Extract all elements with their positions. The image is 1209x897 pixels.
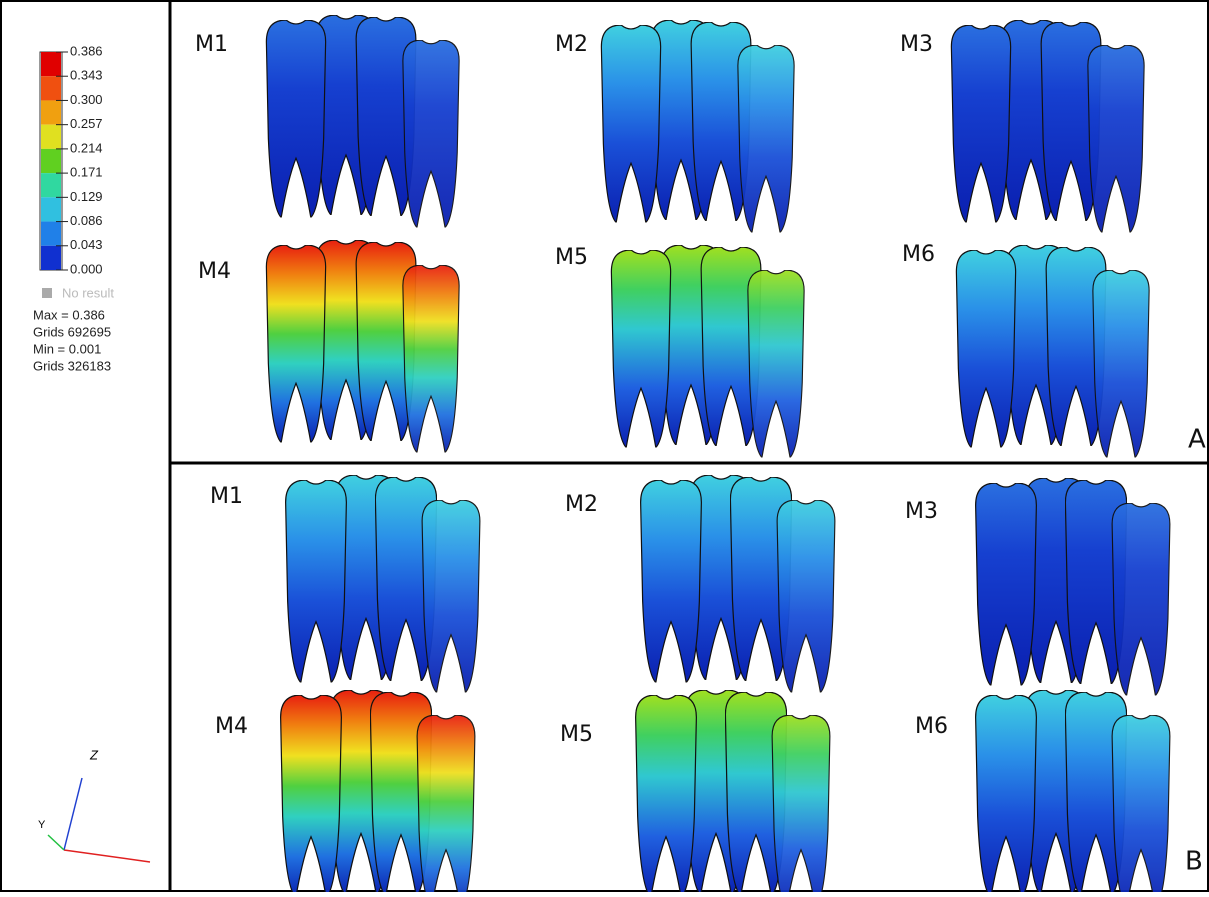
tooth-model bbox=[611, 245, 804, 458]
tooth bbox=[976, 483, 1037, 686]
colorbar-segment bbox=[41, 125, 61, 149]
axis-y: Y bbox=[38, 819, 46, 831]
colorbar-segment bbox=[41, 149, 61, 173]
model-label: M1 bbox=[210, 484, 243, 509]
tooth bbox=[403, 40, 459, 228]
tooth bbox=[403, 265, 459, 453]
colorbar-label: 0.343 bbox=[70, 68, 103, 83]
colorbar-label: 0.300 bbox=[70, 92, 103, 107]
tooth-model bbox=[286, 475, 480, 693]
tooth bbox=[417, 715, 475, 892]
tooth bbox=[422, 500, 480, 693]
colorbar-label: 0.171 bbox=[70, 165, 103, 180]
figure: 0.386 0.343 0.300 0.257 0.214 0.171 0.129 0.086… bbox=[0, 0, 1209, 892]
axis-triad: Z Y bbox=[38, 747, 150, 862]
panel-label: B bbox=[1185, 847, 1203, 877]
tooth bbox=[777, 500, 835, 693]
tooth bbox=[611, 250, 670, 448]
colorbar-label: 0.000 bbox=[70, 261, 103, 276]
colorbar-segment bbox=[41, 76, 61, 100]
model-label: M3 bbox=[905, 499, 938, 524]
tooth bbox=[772, 715, 830, 892]
tooth-model bbox=[976, 478, 1170, 696]
legend: 0.386 0.343 0.300 0.257 0.214 0.171 0.129 0.086… bbox=[40, 43, 103, 276]
tooth bbox=[281, 695, 342, 892]
model-label: M2 bbox=[565, 492, 598, 517]
tooth bbox=[951, 25, 1010, 223]
tooth-model bbox=[951, 20, 1144, 233]
model-label: M3 bbox=[900, 32, 933, 57]
tooth bbox=[601, 25, 660, 223]
model-label: M2 bbox=[555, 32, 588, 57]
tooth-model bbox=[641, 475, 835, 693]
tooth bbox=[1088, 45, 1144, 233]
legend-info: No result Max = 0.386 Grids 692695 Min =… bbox=[33, 285, 114, 373]
model-label: M5 bbox=[555, 245, 588, 270]
tooth bbox=[1093, 270, 1149, 458]
tooth bbox=[641, 480, 702, 683]
axis-z: Z bbox=[89, 747, 99, 762]
tooth bbox=[266, 20, 325, 218]
tooth bbox=[738, 45, 794, 233]
model-label: M4 bbox=[215, 714, 248, 739]
tooth bbox=[1112, 715, 1170, 892]
colorbar-label: 0.043 bbox=[70, 237, 103, 252]
tooth-model bbox=[636, 690, 830, 892]
model-label: M5 bbox=[560, 722, 593, 747]
colorbar-segment bbox=[41, 246, 61, 270]
tooth-model bbox=[956, 245, 1149, 458]
no-result-swatch bbox=[42, 288, 52, 298]
max-grids: Grids 692695 bbox=[33, 324, 111, 339]
colorbar-segment bbox=[41, 173, 61, 197]
tooth bbox=[748, 270, 804, 458]
colorbar-label: 0.257 bbox=[70, 116, 103, 131]
colorbar-label: 0.386 bbox=[70, 43, 103, 58]
tooth-model bbox=[281, 690, 475, 892]
tooth bbox=[286, 480, 347, 683]
colorbar-segment bbox=[41, 222, 61, 246]
colorbar-segment bbox=[41, 52, 61, 76]
teeth bbox=[266, 15, 1170, 892]
min: Min = 0.001 bbox=[33, 341, 101, 356]
max: Max = 0.386 bbox=[33, 307, 105, 322]
min-grids: Grids 326183 bbox=[33, 358, 111, 373]
tooth bbox=[976, 695, 1037, 892]
model-label: M6 bbox=[915, 714, 948, 739]
tooth-model bbox=[266, 240, 459, 453]
tooth-model bbox=[601, 20, 794, 233]
tooth-model bbox=[266, 15, 459, 228]
colorbar-label: 0.129 bbox=[70, 189, 103, 204]
model-label: M6 bbox=[902, 242, 935, 267]
tooth-model bbox=[976, 690, 1170, 892]
colorbar-segment bbox=[41, 100, 61, 124]
colorbar-label: 0.086 bbox=[70, 213, 103, 228]
no-result: No result bbox=[62, 285, 114, 300]
tooth bbox=[266, 245, 325, 443]
model-label: M4 bbox=[198, 259, 231, 284]
tooth bbox=[636, 695, 697, 892]
model-label: M1 bbox=[195, 32, 228, 57]
tooth bbox=[956, 250, 1015, 448]
colorbar-segment bbox=[41, 197, 61, 221]
colorbar-label: 0.214 bbox=[70, 140, 103, 155]
tooth bbox=[1112, 503, 1170, 696]
panel-label: A bbox=[1188, 425, 1206, 455]
